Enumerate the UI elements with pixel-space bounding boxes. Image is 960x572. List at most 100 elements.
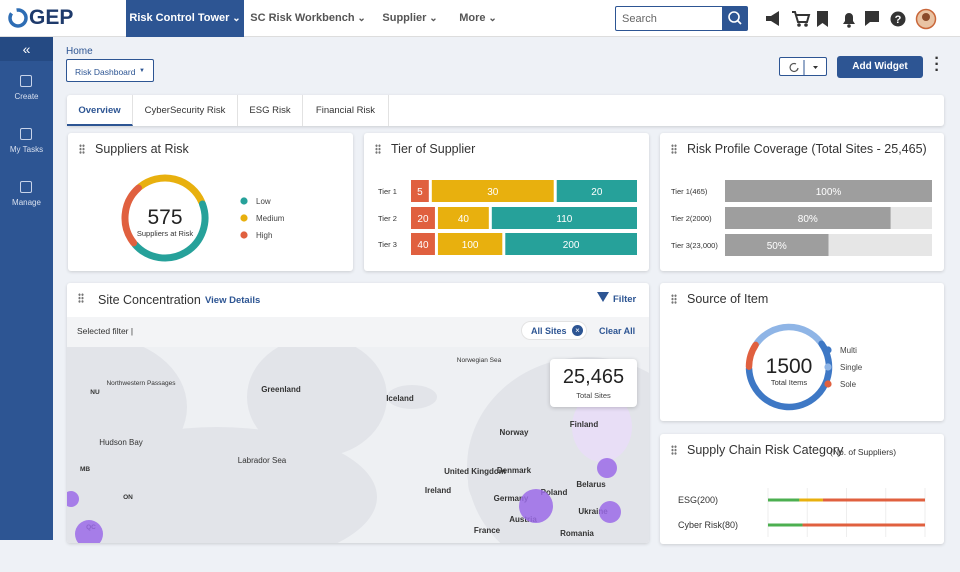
category-label: Cyber Risk(80)	[678, 520, 738, 530]
map-label: ON	[123, 494, 133, 501]
sidebar	[0, 37, 53, 540]
legend-swatch	[240, 197, 248, 205]
caret: ⌄	[426, 13, 438, 24]
filter-chip-label[interactable]: All Sites	[531, 326, 567, 336]
sidebar-icon	[20, 128, 32, 140]
search-icon	[728, 11, 742, 25]
card-source-of-item: Source of Item 1500 Total Items Multi Single…	[660, 283, 944, 421]
donut-segment	[136, 174, 206, 206]
card-risk-profile: Risk Profile Coverage (Total Sites - 25,…	[660, 133, 944, 271]
total-sites-label: Total Sites	[576, 391, 611, 400]
legend-label: Single	[840, 363, 863, 372]
land	[67, 457, 187, 543]
tab[interactable]: CyberSecurity Risk	[133, 95, 238, 126]
toolbar-icons: ?	[766, 8, 937, 30]
sidebar-label[interactable]: Manage	[12, 198, 41, 207]
bar	[725, 180, 932, 202]
drag-handle	[671, 445, 677, 455]
bar-segment	[411, 180, 429, 202]
bar-segment	[768, 498, 800, 502]
map-label: Ireland	[425, 486, 451, 495]
selected-filter: Selected filter |	[77, 326, 134, 336]
map-label: Belarus	[576, 480, 606, 489]
caret: ⌄	[229, 13, 241, 24]
filter-chip	[521, 321, 587, 340]
sidebar-icon	[20, 181, 32, 193]
bar-segment	[802, 523, 925, 527]
tab-bar: Overview CyberSecurity Risk ESG Risk Financ…	[67, 95, 944, 126]
map-label: Hudson Bay	[99, 438, 143, 447]
bar-segment	[768, 523, 803, 527]
map-label: Finland	[570, 420, 599, 429]
card-title: Tier of Supplier	[391, 142, 476, 156]
legend-swatch	[824, 346, 832, 354]
menu-item[interactable]: SC Risk Workbench ⌄	[244, 0, 372, 37]
menu-item[interactable]: More ⌄	[448, 0, 508, 37]
refresh-icon	[789, 60, 818, 75]
region-highlight	[572, 392, 632, 462]
category-label: Tier 3(23,000)	[671, 241, 718, 250]
svg-text:?: ?	[895, 14, 902, 26]
map-label: Romania	[560, 529, 594, 538]
site-bubble	[75, 520, 103, 543]
add-widget-button[interactable]: Add Widget	[837, 56, 923, 78]
category-label: Tier 1	[378, 187, 397, 196]
card-title: Risk Profile Coverage (Total Sites - 25,…	[687, 142, 927, 156]
menu-item[interactable]: Supplier ⌄	[372, 0, 448, 37]
category-label: ESG(200)	[678, 495, 718, 505]
bar-segment	[411, 233, 435, 255]
sidebar-label[interactable]: Create	[14, 92, 39, 101]
bar-segment	[411, 207, 435, 229]
card-site-concentration: Site Concentration View Details Filter Sele…	[67, 283, 649, 543]
donut-total: 575	[147, 206, 182, 229]
bar-chart: ESG(200) Cyber Risk(80)	[678, 488, 926, 537]
site-bubble	[519, 489, 553, 523]
tab[interactable]: ESG Risk	[238, 95, 303, 126]
bar-chart: Tier 1(465) 100% Tier 2(2000) 80% Tier 3(23,…	[671, 180, 932, 256]
legend-label: Multi	[840, 346, 857, 355]
view-details-link[interactable]: View Details	[205, 295, 261, 306]
breadcrumb[interactable]: Home	[66, 46, 93, 57]
menu-label: More	[459, 12, 486, 24]
search-button[interactable]	[722, 6, 748, 31]
donut-segment	[131, 200, 209, 262]
legend-swatch	[240, 231, 248, 239]
menu-label: SC Risk Workbench	[250, 12, 355, 24]
clear-all-link[interactable]: Clear All	[599, 326, 636, 336]
bar-value-label: 30	[487, 187, 499, 198]
legend-swatch	[824, 380, 832, 388]
bar-value-label: 40	[417, 240, 429, 251]
card-supply-chain-risk: Supply Chain Risk Category (No. of Suppli…	[660, 434, 944, 544]
bar-segment	[799, 498, 823, 502]
tab[interactable]: Financial Risk	[303, 95, 389, 126]
map-label: Northwestern Passages	[106, 380, 176, 387]
bar-segment	[822, 498, 925, 502]
site-bubble	[599, 501, 621, 523]
legend-label: Medium	[256, 214, 285, 223]
sidebar-label[interactable]: My Tasks	[9, 145, 44, 154]
bar-value-label: 20	[591, 187, 603, 198]
bar-value-label: 50%	[767, 241, 787, 252]
filter-link[interactable]: Filter	[613, 294, 637, 305]
category-label: Tier 1(465)	[671, 187, 708, 196]
bar-segment	[556, 180, 637, 202]
bar-segment	[431, 180, 554, 202]
chip-close[interactable]: ×	[572, 325, 583, 336]
bar-value-label: 110	[556, 214, 572, 225]
map-label: Greenland	[261, 385, 301, 394]
category-label: Tier 2	[378, 214, 397, 223]
menu-item[interactable]: Risk Control Tower ⌄	[126, 0, 244, 37]
more-menu[interactable]: · · ·	[934, 50, 940, 79]
tab[interactable]: Overview	[67, 95, 133, 126]
logo: GEP	[29, 6, 74, 29]
filter-icon	[597, 292, 609, 302]
collapse-button[interactable]: «	[0, 37, 53, 61]
logo-icon	[8, 8, 28, 28]
view-dropdown[interactable]: Risk Dashboard ▼	[66, 59, 154, 82]
refresh-control[interactable]	[779, 57, 827, 76]
view-label: Risk Dashboard	[75, 67, 136, 77]
bar	[725, 234, 829, 256]
search-box[interactable]: Search	[615, 6, 723, 31]
